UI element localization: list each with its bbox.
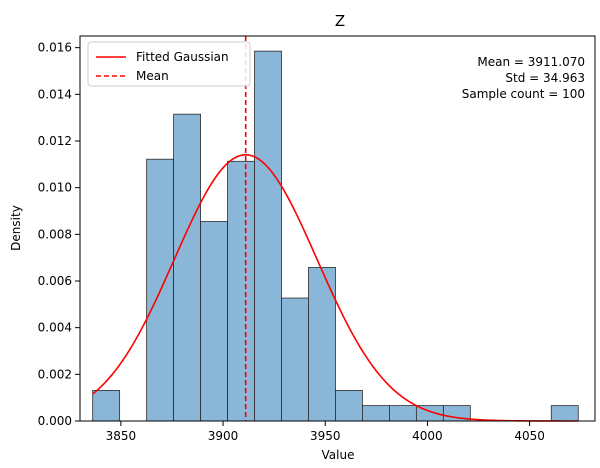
histogram-bar <box>362 405 390 422</box>
legend: Fitted Gaussian Mean <box>87 41 251 87</box>
histogram-bar <box>92 390 121 422</box>
x-tick-label: 4050 <box>514 429 545 443</box>
x-axis-label: Value <box>322 448 355 462</box>
x-tick-label: 4000 <box>412 429 443 443</box>
histogram-bar <box>227 160 255 422</box>
y-axis-label: Density <box>9 205 23 251</box>
y-tick-label: 0.002 <box>38 367 72 381</box>
histogram-bar <box>550 405 579 422</box>
x-tick-label: 3850 <box>106 429 137 443</box>
stats-std: Std = 34.963 <box>505 71 585 85</box>
y-tick-label: 0.008 <box>38 227 72 241</box>
stats-mean: Mean = 3911.070 <box>477 55 585 69</box>
y-axis-ticks: 0.000 0.002 0.004 0.006 0.008 0.010 0.012 0.014… <box>38 41 80 428</box>
legend-box <box>87 41 251 87</box>
x-tick-label: 3950 <box>310 429 341 443</box>
legend-mean-label: Mean <box>136 69 169 83</box>
y-tick-label: 0.010 <box>38 181 72 195</box>
histogram-bar <box>335 390 363 422</box>
fitted-gaussian-curve <box>92 153 579 422</box>
y-tick-label: 0.004 <box>38 321 72 335</box>
histogram-bar <box>389 405 417 422</box>
histogram-bar <box>173 113 201 422</box>
y-tick-label: 0.006 <box>38 274 72 288</box>
y-tick-label: 0.000 <box>38 414 72 428</box>
histogram-bar <box>200 221 228 422</box>
y-tick-label: 0.014 <box>38 87 72 101</box>
y-tick-label: 0.012 <box>38 134 72 148</box>
y-tick-label: 0.016 <box>38 41 72 55</box>
histogram-bars <box>92 50 579 422</box>
stats-annotation: Mean = 3911.070 Std = 34.963 Sample coun… <box>462 55 585 101</box>
histogram-bar <box>281 297 309 422</box>
histogram-bar <box>254 50 282 422</box>
stats-count: Sample count = 100 <box>462 87 585 101</box>
x-tick-label: 3900 <box>208 429 239 443</box>
legend-fit-label: Fitted Gaussian <box>136 50 229 64</box>
x-axis-ticks: 3850 3900 3950 4000 4050 <box>106 421 545 443</box>
plot-frame <box>79 35 596 422</box>
chart-title: Z <box>335 12 345 30</box>
histogram-bar <box>308 267 336 422</box>
